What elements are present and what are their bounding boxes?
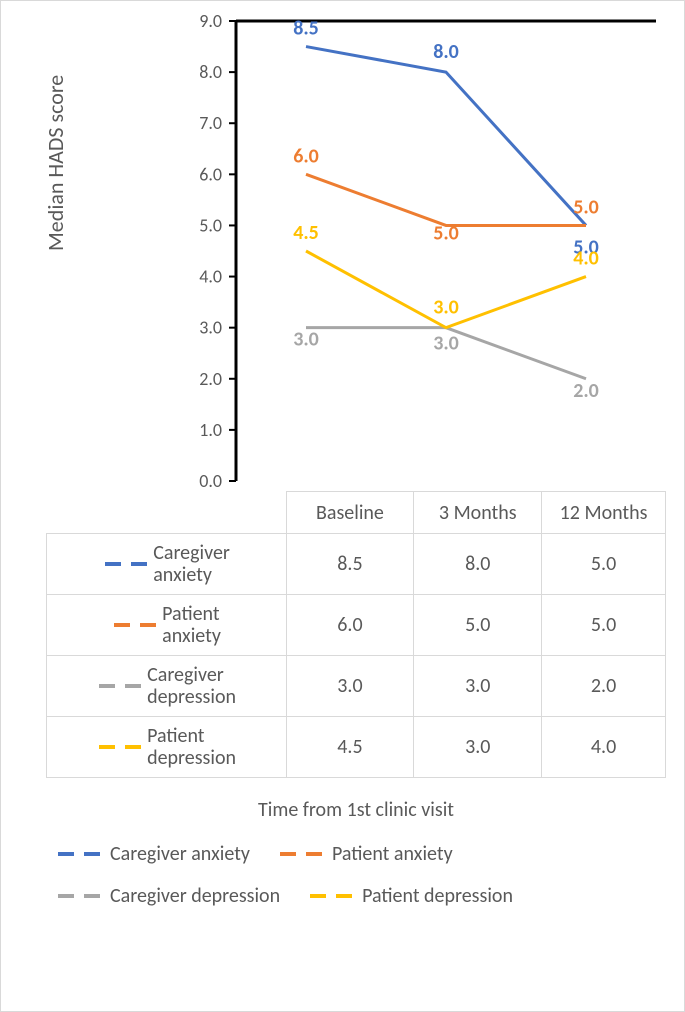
legend: Caregiver anxietyPatient anxietyCaregive…: [46, 842, 666, 908]
x-axis-title: Time from 1st clinic visit: [46, 798, 666, 822]
svg-text:6.0: 6.0: [199, 163, 222, 185]
legend-swatch-icon: [97, 679, 143, 693]
legend-swatch-icon: [56, 847, 102, 861]
row-legend-label: Patientanxiety: [162, 603, 221, 647]
table-cell: 8.5: [286, 534, 414, 595]
legend-item-patient-depression: Patient depression: [308, 884, 513, 908]
table-cell: 3.0: [414, 656, 542, 717]
row-legend-label: Caregiveranxiety: [153, 542, 230, 586]
legend-swatch-icon: [278, 847, 324, 861]
svg-text:1.0: 1.0: [199, 419, 222, 441]
legend-item-caregiver-depression: Caregiver depression: [56, 884, 280, 908]
figure-container: Median HADS score 0.01.02.03.04.05.06.07…: [0, 0, 685, 1012]
legend-item-caregiver-anxiety: Caregiver anxiety: [56, 842, 250, 866]
legend-row: Caregiver depression Patient depression: [46, 884, 666, 908]
table-cell: 4.0: [542, 717, 666, 778]
svg-text:8.5: 8.5: [293, 17, 319, 41]
table-header-row: Baseline 3 Months 12 Months: [47, 492, 666, 534]
svg-text:3.0: 3.0: [433, 296, 459, 320]
legend-item-label: Caregiver anxiety: [110, 842, 250, 866]
svg-text:4.5: 4.5: [293, 221, 319, 245]
table-row: Caregiverdepression3.03.02.0: [47, 656, 666, 717]
legend-swatch-icon: [112, 618, 158, 632]
legend-swatch-icon: [97, 740, 143, 754]
row-legend-label: Patientdepression: [147, 725, 236, 769]
data-table: Baseline 3 Months 12 Months Caregiveranx…: [46, 491, 666, 778]
y-axis-title: Median HADS score: [42, 75, 69, 251]
col-3months: 3 Months: [414, 492, 542, 534]
table-cell: 2.0: [542, 656, 666, 717]
legend-row: Caregiver anxiety Patient anxiety: [46, 842, 666, 866]
table-cell: 8.0: [414, 534, 542, 595]
table-cell: 3.0: [286, 656, 414, 717]
row-legend-patient_depression: Patientdepression: [47, 717, 287, 778]
legend-swatch-icon: [103, 557, 149, 571]
svg-text:5.0: 5.0: [433, 221, 459, 245]
legend-item-patient-anxiety: Patient anxiety: [278, 842, 453, 866]
table-cell: 5.0: [542, 595, 666, 656]
svg-text:6.0: 6.0: [293, 144, 319, 168]
line-chart-svg: 0.0 1.0 2.0 3.0 4.0 5.0 6.0 7.0 8.0 9.0 8.5 8.0 5.0 6…: [46, 11, 666, 491]
svg-text:9.0: 9.0: [199, 11, 222, 32]
legend-swatch-icon: [308, 889, 354, 903]
legend-swatch-icon: [56, 889, 102, 903]
chart-area: Median HADS score 0.01.02.03.04.05.06.07…: [46, 11, 666, 491]
svg-text:4.0: 4.0: [573, 247, 599, 271]
svg-text:2.0: 2.0: [199, 368, 222, 390]
legend-item-label: Patient depression: [362, 884, 513, 908]
svg-text:0.0: 0.0: [199, 470, 222, 491]
row-legend-caregiver_anxiety: Caregiveranxiety: [47, 534, 287, 595]
table-row: Patientanxiety6.05.05.0: [47, 595, 666, 656]
svg-text:3.0: 3.0: [433, 332, 459, 356]
table-row: Caregiveranxiety 8.58.05.0: [47, 534, 666, 595]
svg-text:5.0: 5.0: [573, 195, 599, 219]
table-cell: 6.0: [286, 595, 414, 656]
row-legend-patient_anxiety: Patientanxiety: [47, 595, 287, 656]
table-cell: 5.0: [414, 595, 542, 656]
svg-text:7.0: 7.0: [199, 112, 222, 134]
table-row: Patientdepression 4.53.04.0: [47, 717, 666, 778]
svg-text:8.0: 8.0: [433, 40, 459, 64]
svg-text:3.0: 3.0: [293, 328, 319, 352]
svg-text:5.0: 5.0: [199, 214, 222, 236]
legend-item-label: Patient anxiety: [332, 842, 453, 866]
row-legend-label: Caregiverdepression: [147, 664, 236, 708]
col-12months: 12 Months: [542, 492, 666, 534]
svg-text:4.0: 4.0: [199, 266, 222, 288]
legend-item-label: Caregiver depression: [110, 884, 280, 908]
row-legend-caregiver_depression: Caregiverdepression: [47, 656, 287, 717]
svg-text:2.0: 2.0: [573, 379, 599, 403]
svg-text:8.0: 8.0: [199, 61, 222, 83]
col-baseline: Baseline: [286, 492, 414, 534]
table-cell: 5.0: [542, 534, 666, 595]
svg-text:3.0: 3.0: [199, 317, 222, 339]
table-cell: 4.5: [286, 717, 414, 778]
table-cell: 3.0: [414, 717, 542, 778]
table-corner-blank: [47, 492, 287, 534]
